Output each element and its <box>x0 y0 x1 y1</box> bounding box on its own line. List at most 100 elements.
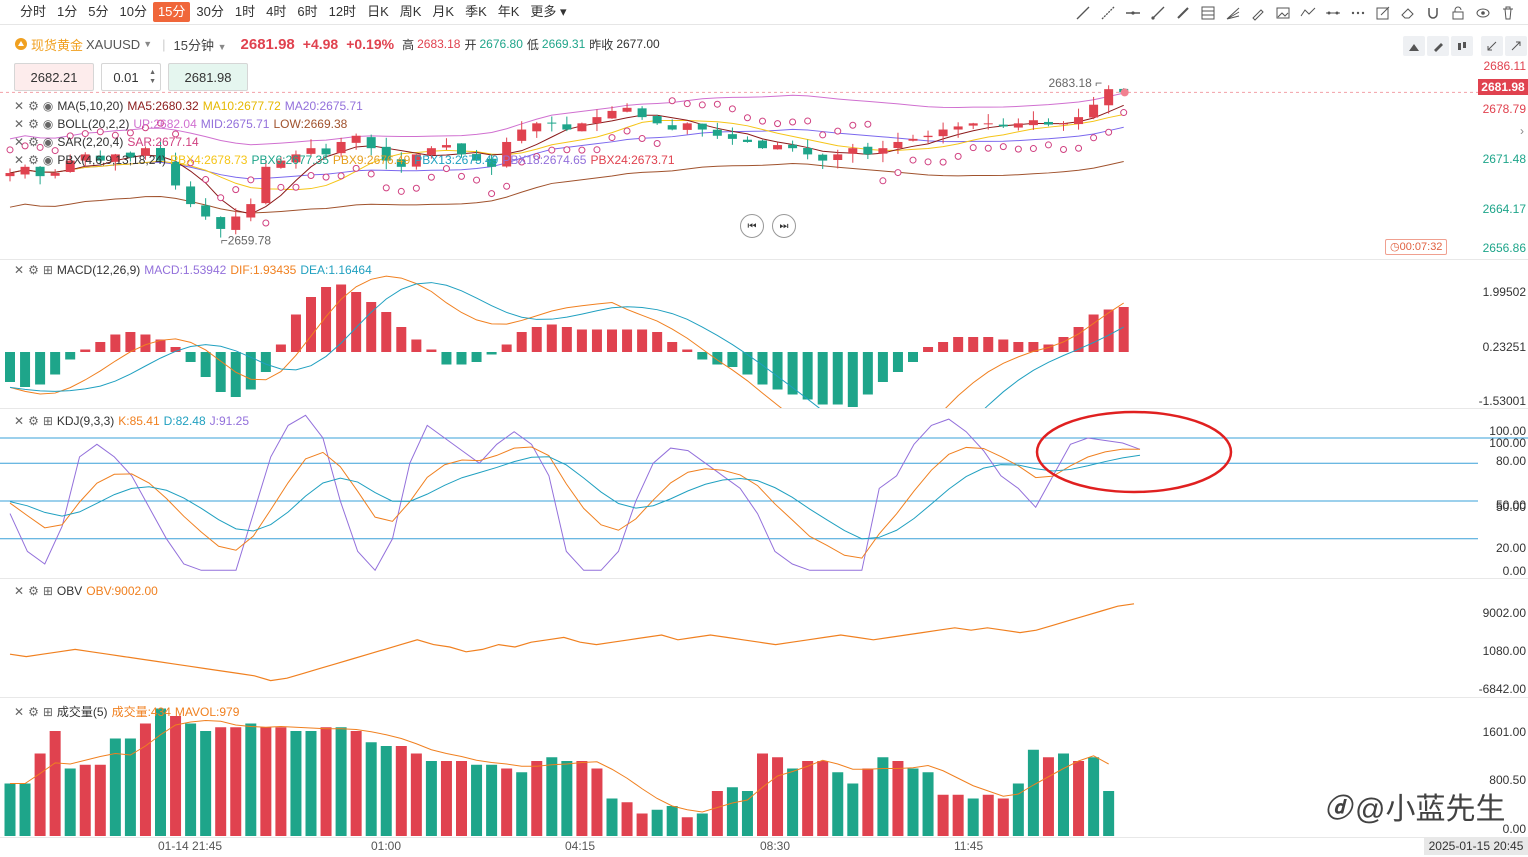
ray-line-icon[interactable] <box>1095 3 1120 23</box>
volume-chart[interactable] <box>0 698 1478 838</box>
volume-bar <box>711 791 723 836</box>
sar-dot <box>473 176 481 184</box>
period-tab[interactable]: 1分 <box>57 4 78 19</box>
macd-legend: ✕ ⚙ ⊞ MACD(12,26,9) MACD:1.53942 DIF:1.934… <box>14 263 372 277</box>
volume-bar <box>892 761 904 836</box>
collapse-icon[interactable] <box>1481 36 1503 56</box>
candle-body <box>276 160 286 168</box>
volume-bar <box>34 753 46 836</box>
macd-histogram-bar <box>366 302 377 352</box>
period-tab[interactable]: 周K <box>399 4 422 19</box>
gear-icon[interactable]: ⚙ <box>28 117 39 131</box>
period-tab[interactable]: 5分 <box>88 4 109 19</box>
more-tools-icon[interactable] <box>1345 3 1370 23</box>
period-tab[interactable]: 15分 <box>152 2 191 22</box>
volume-bar <box>49 731 61 836</box>
candle-body <box>953 126 963 130</box>
volume-bar <box>937 794 949 836</box>
period-tab[interactable]: 4时 <box>266 4 287 19</box>
eraser-pen-icon[interactable] <box>1245 3 1270 23</box>
pen-icon[interactable] <box>1170 3 1195 23</box>
gear-icon[interactable]: ⚙ <box>28 414 39 428</box>
magnet-icon[interactable] <box>1420 3 1445 23</box>
period-tab[interactable]: 月K <box>432 4 455 19</box>
expand-icon[interactable]: ⊞ <box>42 414 53 428</box>
scroll-forward-button[interactable]: ⏭ <box>772 214 796 238</box>
macd-histogram-bar <box>230 352 241 397</box>
candles-icon[interactable] <box>1451 36 1473 56</box>
close-icon[interactable]: ✕ <box>14 584 25 598</box>
buy-price-button[interactable]: 2681.98 <box>168 63 248 91</box>
fibonacci-icon[interactable] <box>1195 3 1220 23</box>
obv-chart[interactable] <box>0 579 1478 697</box>
sar-dot <box>352 164 360 172</box>
fullscreen-icon[interactable] <box>1505 36 1527 56</box>
macd-histogram-bar <box>1058 337 1069 352</box>
parallel-line-icon[interactable] <box>1320 3 1345 23</box>
draw-icon[interactable] <box>1427 36 1449 56</box>
horizontal-line-icon[interactable] <box>1120 3 1145 23</box>
gear-icon[interactable]: ⚙ <box>28 704 39 719</box>
period-tab[interactable]: 日K <box>367 4 389 19</box>
wave-icon[interactable] <box>1295 3 1320 23</box>
period-tab[interactable]: 6时 <box>297 4 318 19</box>
close-icon[interactable]: ✕ <box>14 135 25 149</box>
period-tab[interactable]: 12时 <box>328 4 357 19</box>
eye-icon[interactable]: ◉ <box>42 117 54 131</box>
period-tab[interactable]: 分时 <box>20 4 47 19</box>
expand-icon[interactable]: ⊞ <box>42 704 53 719</box>
gear-icon[interactable]: ⚙ <box>28 153 39 167</box>
eraser-icon[interactable] <box>1395 3 1420 23</box>
period-tab[interactable]: 30分 <box>196 4 224 19</box>
period-tab[interactable]: 更多 ▾ <box>530 4 567 19</box>
close-icon[interactable]: ✕ <box>14 99 25 113</box>
close-icon[interactable]: ✕ <box>14 414 25 428</box>
chart-type-icon[interactable] <box>1403 36 1425 56</box>
eye-icon[interactable]: ◉ <box>42 153 54 167</box>
segment-icon[interactable] <box>1145 3 1170 23</box>
candle-body <box>577 123 587 132</box>
kdj-chart[interactable] <box>0 409 1528 577</box>
expand-icon[interactable]: ⊞ <box>42 263 53 277</box>
pbx9-value: PBX9:2676.49 <box>332 153 411 167</box>
gear-icon[interactable]: ⚙ <box>28 263 39 277</box>
gear-icon[interactable]: ⚙ <box>28 135 39 149</box>
image-icon[interactable] <box>1270 3 1295 23</box>
stepper-arrows-icon[interactable]: ▲ ▼ <box>149 69 156 85</box>
macd-histogram-bar <box>607 329 617 352</box>
macd-histogram-bar <box>697 352 708 360</box>
macd-histogram-bar <box>80 349 91 352</box>
sar-dot <box>864 120 872 128</box>
fan-icon[interactable] <box>1220 3 1245 23</box>
lock-icon[interactable] <box>1445 3 1470 23</box>
gear-icon[interactable]: ⚙ <box>28 584 39 598</box>
sell-price-button[interactable]: 2682.21 <box>14 63 94 91</box>
interval-selector[interactable]: 15分钟 ▼ <box>173 37 227 53</box>
close-icon[interactable]: ✕ <box>14 153 25 167</box>
eye-icon[interactable] <box>1470 3 1495 23</box>
expand-icon[interactable]: ⊞ <box>42 584 53 598</box>
panel-toggle-icon[interactable]: › <box>1520 124 1524 138</box>
candle-body <box>652 116 662 124</box>
macd-histogram-bar <box>802 352 813 400</box>
gear-icon[interactable]: ⚙ <box>28 99 39 113</box>
scroll-back-button[interactable]: ⏮ <box>740 214 764 238</box>
period-tab[interactable]: 1时 <box>234 4 256 19</box>
macd-chart[interactable] <box>0 260 1478 408</box>
trend-line-icon[interactable] <box>1070 3 1095 23</box>
candlestick-chart[interactable]: 2683.18 ⌐ ⌐2659.78 <box>0 55 1478 260</box>
close-icon[interactable]: ✕ <box>14 263 25 277</box>
close-icon[interactable]: ✕ <box>14 704 25 719</box>
period-tab[interactable]: 年K <box>497 4 520 19</box>
skip-back-icon: ⏮ <box>747 220 757 232</box>
quantity-stepper[interactable]: 0.01 ▲ ▼ <box>101 63 161 91</box>
eye-icon[interactable]: ◉ <box>42 135 54 149</box>
close-icon[interactable]: ✕ <box>14 117 25 131</box>
eye-icon[interactable]: ◉ <box>42 99 54 113</box>
volume-value: 成交量:434 <box>111 705 171 719</box>
period-tab[interactable]: 季K <box>465 4 487 19</box>
symbol-selector[interactable]: 现货黄金 XAUUSD ▼ <box>0 35 152 54</box>
edit-icon[interactable] <box>1370 3 1395 23</box>
delete-icon[interactable] <box>1495 3 1520 23</box>
period-tab[interactable]: 10分 <box>119 4 147 19</box>
